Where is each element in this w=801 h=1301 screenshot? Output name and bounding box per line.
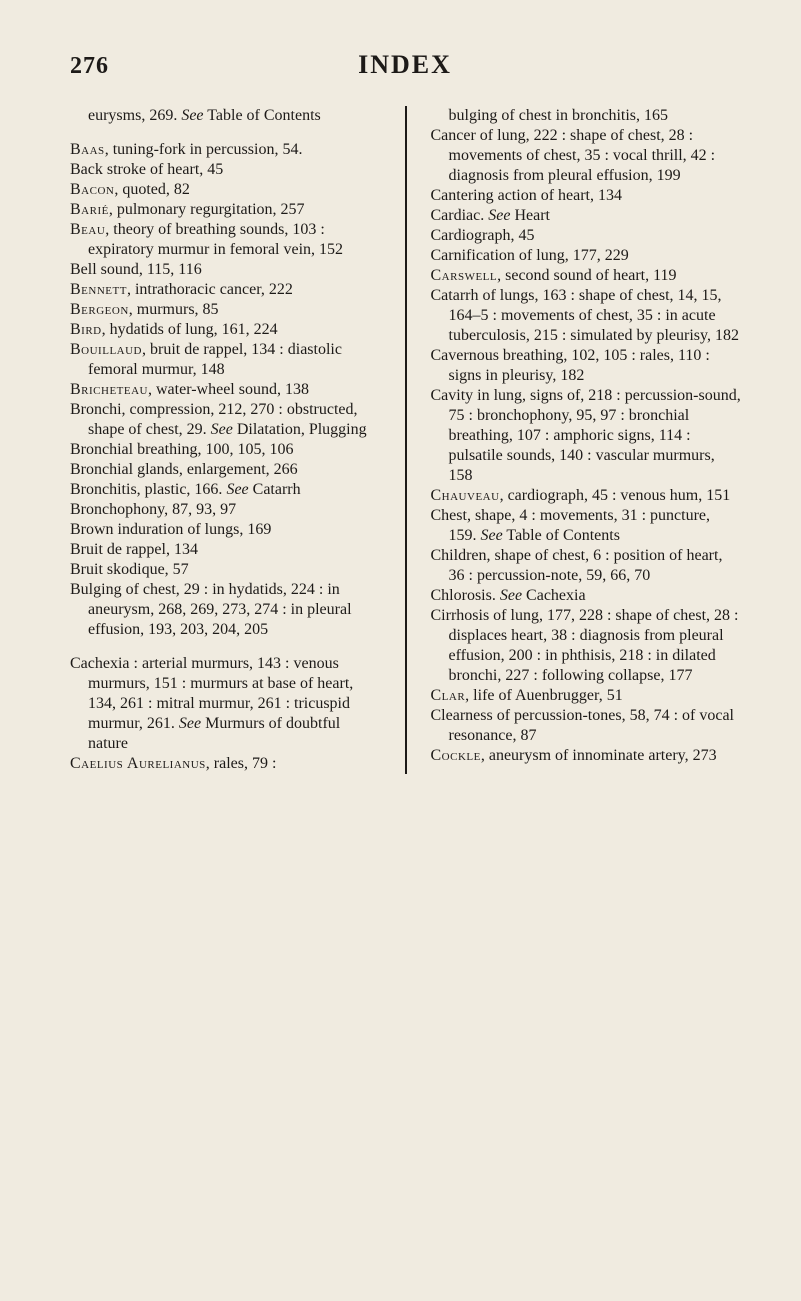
index-entry: Clearness of percussion-tones, 58, 74 : …	[431, 706, 742, 746]
index-entry: Bronchophony, 87, 93, 97	[70, 500, 381, 520]
index-entry: Bergeon, murmurs, 85	[70, 300, 381, 320]
index-entry: Bouillaud, bruit de rappel, 134 : diasto…	[70, 340, 381, 380]
page-header: 276 INDEX	[70, 50, 741, 80]
index-entry: Cavity in lung, signs of, 218 : percussi…	[431, 386, 742, 486]
index-entry: Barié, pulmonary regurgitation, 257	[70, 200, 381, 220]
column-divider	[405, 106, 407, 774]
index-entry: bulging of chest in bronchitis, 165	[431, 106, 742, 126]
index-entry: Caelius Aurelianus, rales, 79 :	[70, 754, 381, 774]
index-entry: Bird, hydatids of lung, 161, 224	[70, 320, 381, 340]
index-entry: Clar, life of Auenbrugger, 51	[431, 686, 742, 706]
index-entry: Cockle, aneurysm of innominate artery, 2…	[431, 746, 742, 766]
index-entry: Cachexia : arterial murmurs, 143 : venou…	[70, 654, 381, 754]
index-entry: Back stroke of heart, 45	[70, 160, 381, 180]
index-entry: Children, shape of chest, 6 : position o…	[431, 546, 742, 586]
index-entry: Beau, theory of breathing sounds, 103 : …	[70, 220, 381, 260]
index-entry: Cirrhosis of lung, 177, 228 : shape of c…	[431, 606, 742, 686]
index-entry: Carnification of lung, 177, 229	[431, 246, 742, 266]
index-gap	[70, 640, 381, 654]
index-columns: eurysms, 269. See Table of Contents Baas,…	[70, 106, 741, 774]
index-entry: Bronchial breathing, 100, 105, 106	[70, 440, 381, 460]
page-number: 276	[70, 53, 109, 80]
index-entry: Bruit de rappel, 134	[70, 540, 381, 560]
index-column-left: eurysms, 269. See Table of Contents Baas,…	[70, 106, 381, 774]
index-entry: Chest, shape, 4 : movements, 31 : punctu…	[431, 506, 742, 546]
index-entry: Chlorosis. See Cachexia	[431, 586, 742, 606]
index-entry: Carswell, second sound of heart, 119	[431, 266, 742, 286]
index-entry: Bruit skodique, 57	[70, 560, 381, 580]
index-column-right: bulging of chest in bronchitis, 165Cance…	[431, 106, 742, 774]
index-gap	[70, 126, 381, 140]
index-entry: Cancer of lung, 222 : shape of chest, 28…	[431, 126, 742, 186]
index-entry: Baas, tuning-fork in percussion, 54.	[70, 140, 381, 160]
index-entry: Bronchi, compression, 212, 270 : obstruc…	[70, 400, 381, 440]
index-entry: Brown induration of lungs, 169	[70, 520, 381, 540]
index-entry: Bell sound, 115, 116	[70, 260, 381, 280]
index-entry: Cardiograph, 45	[431, 226, 742, 246]
index-entry: Chauveau, cardiograph, 45 : venous hum, …	[431, 486, 742, 506]
index-entry: Bulging of chest, 29 : in hydatids, 224 …	[70, 580, 381, 640]
index-entry: Cantering action of heart, 134	[431, 186, 742, 206]
page-title: INDEX	[358, 50, 452, 80]
index-entry: Bennett, intrathoracic cancer, 222	[70, 280, 381, 300]
index-entry: eurysms, 269. See Table of Contents	[70, 106, 381, 126]
index-entry: Cardiac. See Heart	[431, 206, 742, 226]
index-entry: Bricheteau, water-wheel sound, 138	[70, 380, 381, 400]
index-entry: Bacon, quoted, 82	[70, 180, 381, 200]
index-entry: Bronchial glands, enlargement, 266	[70, 460, 381, 480]
index-entry: Cavernous breathing, 102, 105 : rales, 1…	[431, 346, 742, 386]
index-entry: Bronchitis, plastic, 166. See Catarrh	[70, 480, 381, 500]
index-entry: Catarrh of lungs, 163 : shape of chest, …	[431, 286, 742, 346]
